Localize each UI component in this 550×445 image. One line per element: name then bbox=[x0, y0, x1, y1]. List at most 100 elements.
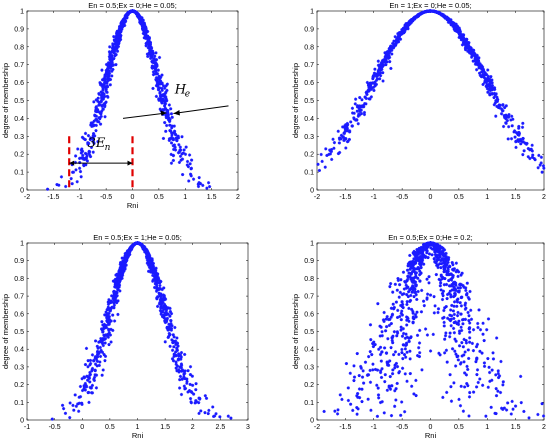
cloud-drop-marker bbox=[430, 242, 435, 246]
cloud-drop-marker bbox=[390, 312, 395, 316]
cloud-drop-marker bbox=[88, 358, 93, 363]
cloud-drop-marker bbox=[442, 270, 446, 274]
cloud-drop-marker bbox=[457, 319, 461, 323]
cloud-drop-marker bbox=[100, 92, 104, 96]
y-tick-label: 0.9 bbox=[14, 258, 24, 265]
cloud-drop-marker bbox=[460, 33, 464, 37]
cloud-drop-marker bbox=[185, 377, 189, 381]
cloud-drop-marker bbox=[174, 136, 178, 140]
cloud-drop-marker bbox=[145, 261, 149, 265]
cloud-drop-marker bbox=[476, 380, 480, 385]
cloud-drop-marker bbox=[81, 153, 85, 158]
y-tick-label: 0.8 bbox=[14, 276, 24, 283]
cloud-drop-marker bbox=[455, 314, 460, 318]
cloud-drop-marker bbox=[168, 119, 172, 124]
y-tick-label: 0.4 bbox=[14, 116, 24, 123]
cloud-drop-marker bbox=[161, 84, 166, 88]
cloud-drop-marker bbox=[106, 66, 110, 71]
cloud-drop-marker bbox=[412, 392, 416, 396]
cloud-drop-marker bbox=[105, 75, 110, 80]
cloud-drop-marker bbox=[125, 15, 129, 19]
cloud-drop-marker bbox=[538, 163, 542, 167]
cloud-drop-marker bbox=[466, 43, 471, 47]
cloud-drop-marker bbox=[83, 151, 88, 156]
cloud-drop-marker bbox=[497, 103, 501, 107]
cloud-drop-marker bbox=[501, 103, 505, 107]
cloud-drop-marker bbox=[450, 283, 454, 287]
y-tick-label: 0.2 bbox=[14, 152, 24, 159]
x-tick-label: -1.5 bbox=[47, 194, 59, 201]
cloud-drop-marker bbox=[410, 307, 414, 312]
cloud-drop-marker bbox=[86, 365, 90, 369]
cloud-drop-marker bbox=[83, 137, 87, 142]
cloud-drop-marker bbox=[371, 85, 376, 89]
cloud-drop-marker bbox=[409, 271, 414, 275]
cloud-drop-marker bbox=[111, 49, 115, 53]
cloud-drop-marker bbox=[73, 393, 77, 397]
cloud-drop-marker bbox=[127, 252, 131, 256]
cloud-drop-marker bbox=[408, 22, 412, 26]
cloud-drop-marker bbox=[106, 302, 111, 306]
cloud-drop-marker bbox=[446, 266, 450, 270]
cloud-drop-marker bbox=[189, 400, 193, 404]
cloud-drop-marker bbox=[452, 288, 456, 292]
cloud-drop-marker bbox=[164, 113, 168, 117]
cloud-drop-marker bbox=[109, 340, 113, 344]
cloud-drop-marker bbox=[101, 95, 105, 99]
cloud-drop-marker bbox=[467, 314, 471, 318]
cloud-drop-marker bbox=[419, 254, 423, 259]
cloud-drop-marker bbox=[446, 258, 451, 262]
cloud-drop-marker bbox=[380, 367, 384, 371]
y-tick-label: 0.7 bbox=[304, 62, 314, 69]
cloud-drop-marker bbox=[452, 381, 456, 385]
cloud-drop-marker bbox=[105, 80, 109, 84]
cloud-drop-marker bbox=[167, 322, 171, 326]
cloud-drop-marker bbox=[146, 29, 150, 34]
cloud-drop-marker bbox=[107, 320, 112, 325]
cloud-drop-marker bbox=[480, 351, 484, 355]
cloud-drop-marker bbox=[390, 48, 394, 52]
cloud-drop-marker bbox=[179, 392, 184, 397]
cloud-drop-marker bbox=[121, 259, 125, 263]
cloud-drop-marker bbox=[174, 339, 178, 343]
cloud-drop-marker bbox=[434, 10, 439, 14]
cloud-drop-marker bbox=[102, 352, 106, 357]
cloud-drop-marker bbox=[149, 256, 153, 261]
cloud-drop-marker bbox=[165, 306, 170, 310]
cloud-drop-marker bbox=[396, 276, 400, 281]
cloud-drop-marker bbox=[452, 316, 456, 321]
cloud-drop-marker bbox=[99, 100, 103, 104]
cloud-drop-marker bbox=[387, 46, 391, 51]
cloud-drop-marker bbox=[486, 317, 491, 321]
cloud-drop-marker bbox=[449, 385, 453, 389]
x-tick-label: -0.5 bbox=[396, 424, 408, 431]
y-tick-label: 0 bbox=[310, 188, 314, 195]
y-tick-label: 0.8 bbox=[14, 44, 24, 51]
cloud-drop-marker bbox=[425, 249, 429, 253]
cloud-drop-marker bbox=[444, 257, 448, 262]
x-axis-label: Rni bbox=[132, 431, 144, 440]
cloud-drop-marker bbox=[358, 95, 362, 100]
cloud-drop-marker bbox=[414, 261, 418, 265]
cloud-drop-marker bbox=[358, 105, 362, 109]
cloud-drop-marker bbox=[355, 104, 359, 108]
cloud-drop-marker bbox=[409, 287, 413, 291]
cloud-drop-marker bbox=[107, 71, 112, 75]
cloud-drop-marker bbox=[410, 290, 414, 294]
cloud-drop-marker bbox=[482, 361, 486, 365]
cloud-drop-marker bbox=[151, 70, 156, 74]
cloud-drop-marker bbox=[171, 359, 176, 363]
cloud-drop-marker bbox=[345, 121, 349, 126]
cloud-drop-marker bbox=[528, 148, 532, 152]
cloud-drops bbox=[322, 241, 546, 420]
cloud-drop-marker bbox=[460, 271, 464, 275]
cloud-drop-marker bbox=[156, 68, 160, 72]
cloud-drop-marker bbox=[87, 400, 91, 404]
cloud-drop-marker bbox=[494, 92, 498, 96]
cloud-drop-marker bbox=[432, 256, 436, 261]
cloud-drop-marker bbox=[104, 89, 108, 93]
cloud-drop-marker bbox=[419, 310, 424, 314]
cloud-drop-marker bbox=[468, 340, 472, 344]
cloud-drop-marker bbox=[170, 348, 175, 352]
cloud-drop-marker bbox=[79, 175, 83, 179]
